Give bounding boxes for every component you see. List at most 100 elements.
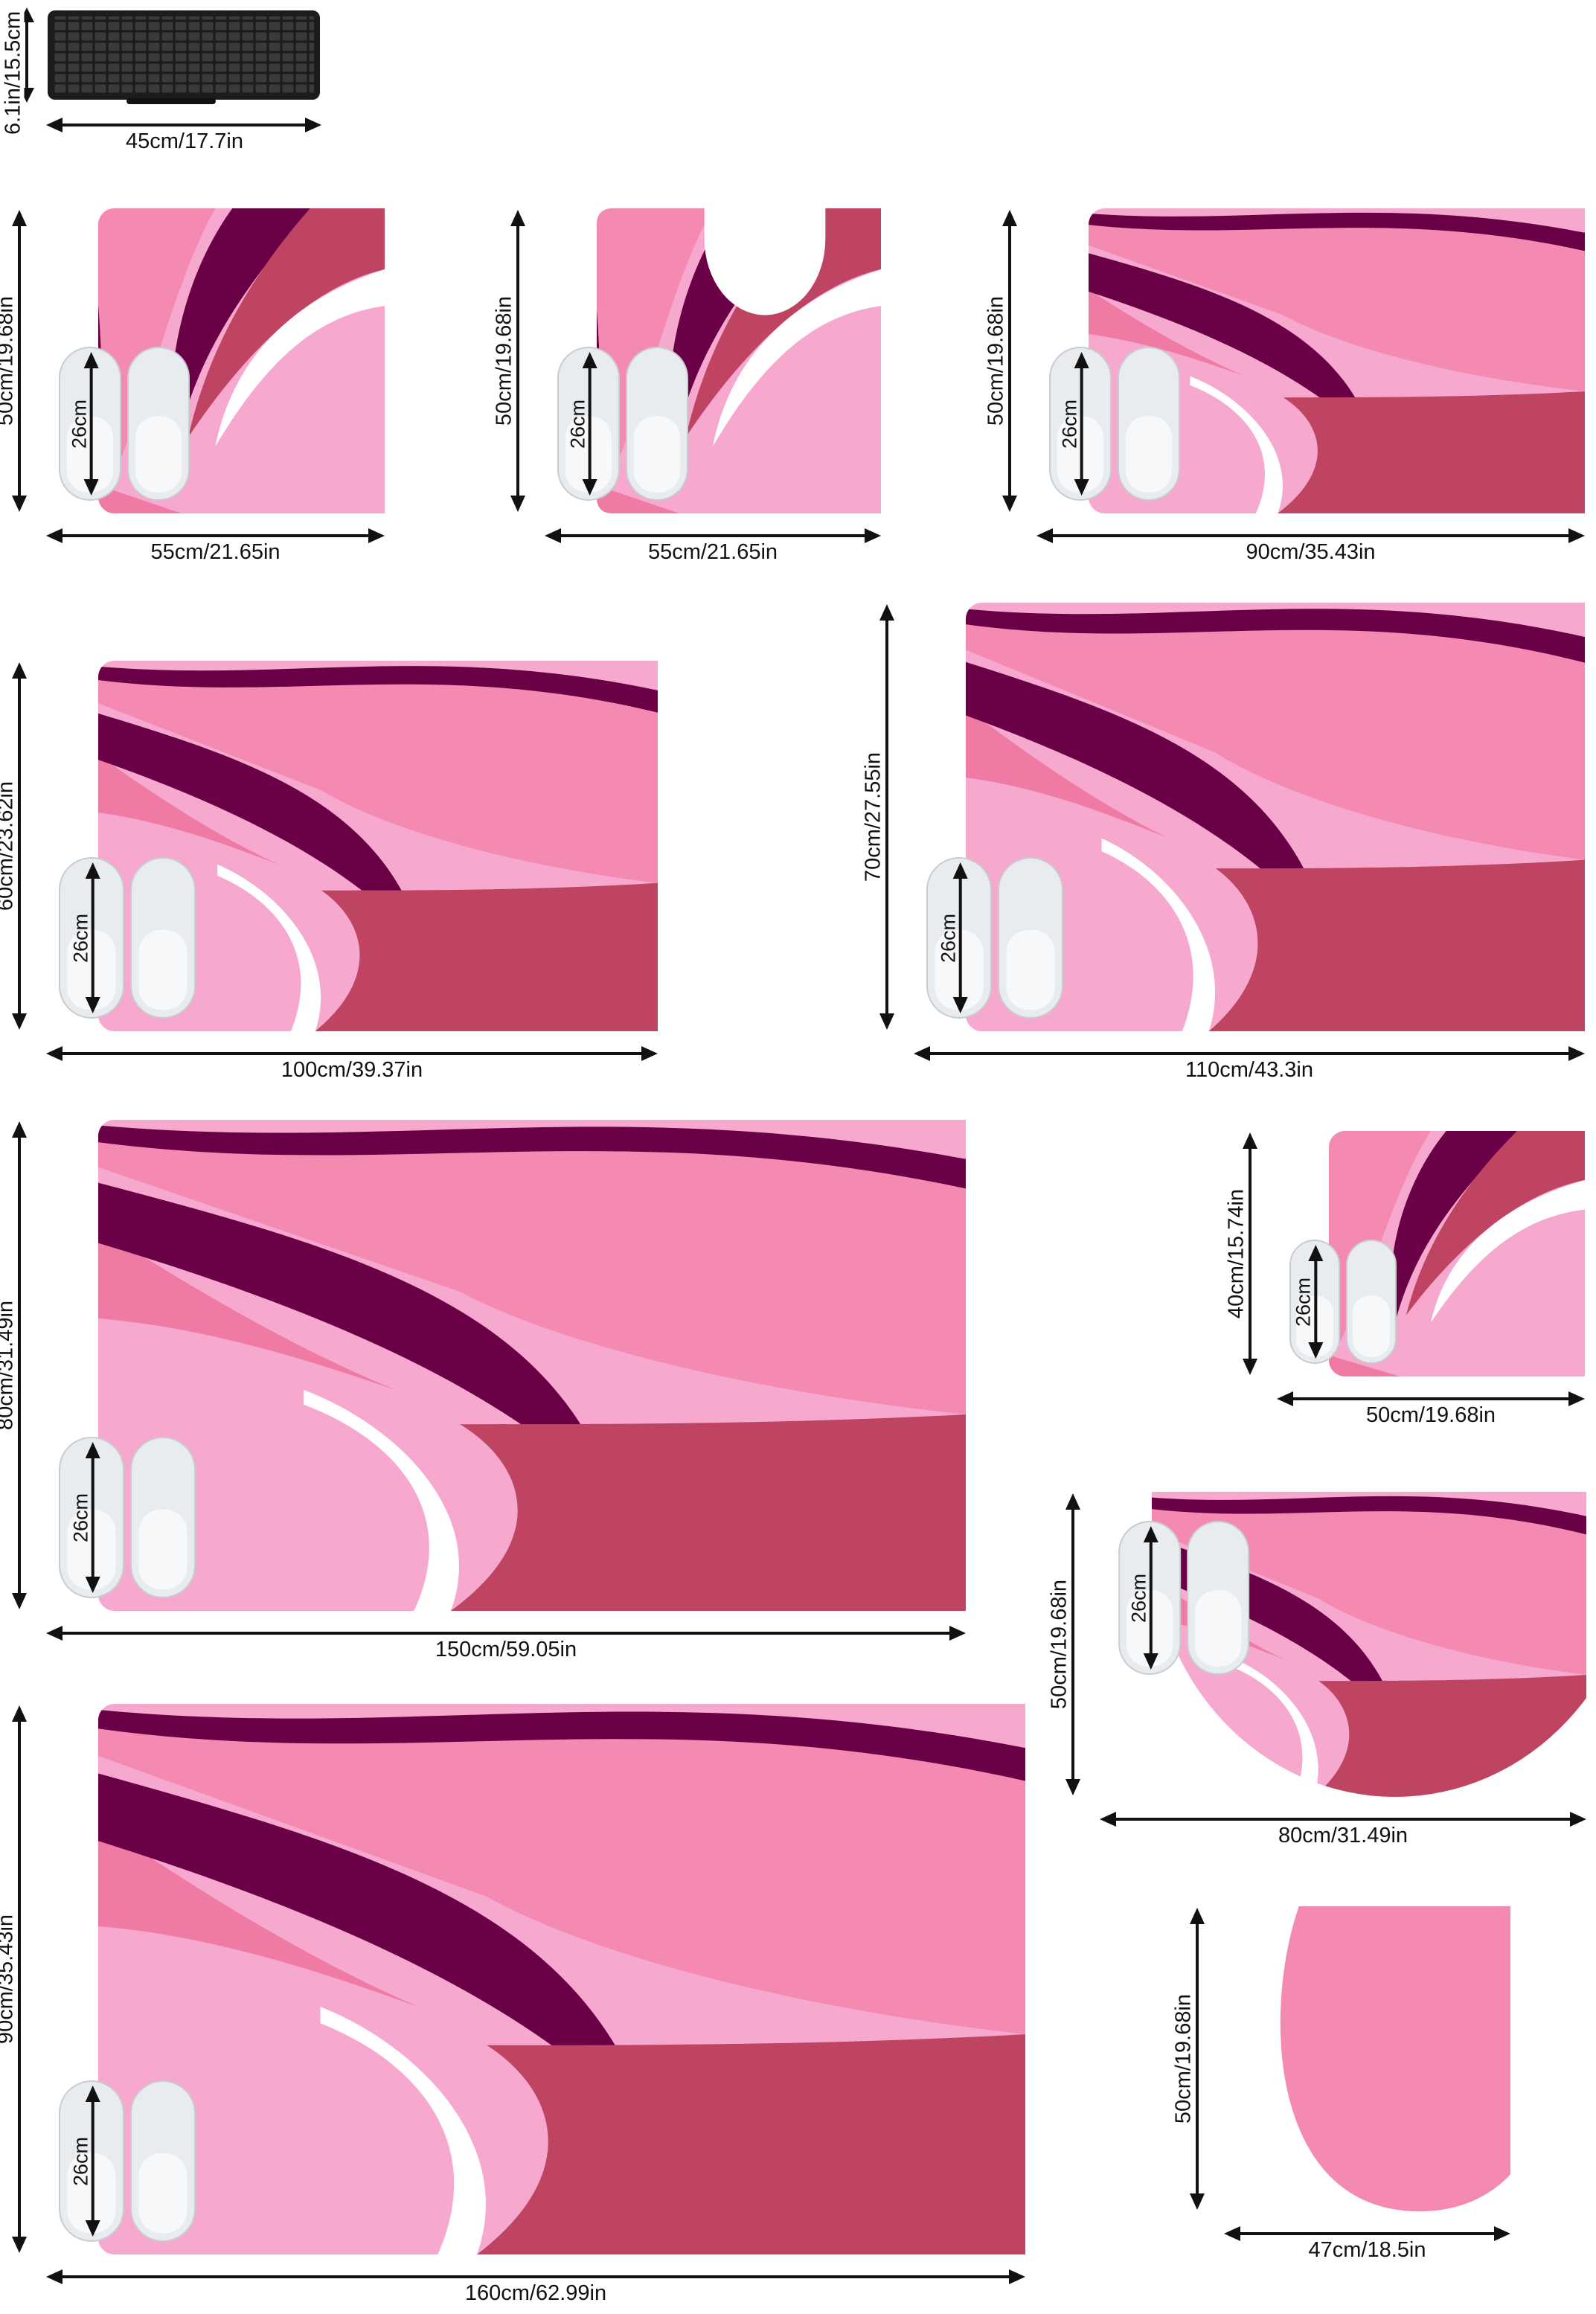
plum-swoosh (171, 208, 310, 452)
right-slipper (626, 347, 688, 501)
width-arrow (545, 528, 881, 543)
height-label: 50cm/19.68in (493, 292, 516, 429)
height-arrow (12, 1705, 27, 2253)
width-label: 50cm/19.68in (1362, 1405, 1499, 1426)
width-arrow (914, 1046, 1585, 1061)
shoe-length-arrow (1143, 1526, 1158, 1670)
right-slipper (1118, 347, 1180, 501)
right-slipper (130, 1437, 196, 1598)
plum-swoosh (1391, 1131, 1517, 1327)
rose-band (188, 208, 385, 438)
width-arrow (1036, 528, 1585, 543)
mat-80x50-half: 26cm 80cm/31.49in 50cm/19.68in (1048, 1492, 1594, 1856)
white-band (1190, 376, 1283, 513)
right-slipper (998, 857, 1063, 1019)
shoe-length-arrow (85, 2086, 100, 2237)
shoe-length-label: 26cm (1292, 1277, 1315, 1327)
shoe-length-arrow (85, 1442, 100, 1593)
height-label: 60cm/23.62in (0, 778, 18, 914)
right-slipper (130, 2080, 196, 2242)
lid-fill (1280, 1906, 1510, 2211)
width-label: 110cm/43.3in (1182, 1060, 1316, 1081)
width-arrow (46, 1626, 966, 1641)
keyboard-reference: 45cm/17.7in 6.1in/15.5cm (0, 0, 342, 156)
mat-55x50: 26cm 55cm/21.65in 50cm/19.68in (0, 208, 392, 573)
mat-100x60-graphic (12, 661, 658, 1061)
height-arrow (510, 210, 525, 512)
mid-band (966, 603, 1585, 860)
mid-band (98, 1120, 966, 1414)
right-slipper (127, 347, 190, 501)
mat-80x50-half-graphic (1065, 1492, 1586, 1827)
mid-band (98, 661, 658, 883)
shoe-length-label: 26cm (69, 1493, 92, 1542)
plum-swoosh (98, 697, 426, 950)
height-arrow (1002, 210, 1017, 512)
keyboard-icon (19, 7, 321, 132)
plum-swoosh (1089, 239, 1377, 446)
mat-55x50-graphic (12, 208, 385, 543)
height-arrow (1065, 1493, 1080, 1795)
slippers-reference (926, 857, 1063, 1019)
shoe-length-arrow (582, 352, 597, 496)
right-slipper (1346, 1240, 1397, 1364)
width-arrow (46, 2269, 1025, 2284)
rose-band (1278, 391, 1585, 513)
height-label: 80cm/31.49in (0, 1297, 18, 1434)
mat-50x40-graphic (1243, 1131, 1585, 1406)
rose-band (315, 882, 658, 1031)
white-band (217, 864, 321, 1031)
white-band (320, 2007, 486, 2254)
plum-swoosh (98, 1169, 617, 1503)
height-arrow (12, 662, 27, 1030)
plum-swoosh (669, 208, 807, 452)
shoe-length-label: 26cm (69, 2136, 92, 2186)
shoe-length-label: 26cm (68, 399, 91, 449)
plum-top-wave (98, 1704, 1025, 1781)
plum-top-wave (98, 1120, 966, 1189)
white-band (713, 269, 881, 446)
height-label: 50cm/19.68in (1172, 1990, 1196, 2127)
width-label: 55cm/21.65in (147, 542, 283, 563)
keyboard-width-label: 45cm/17.7in (123, 131, 246, 153)
width-arrow (1224, 2226, 1510, 2241)
plum-swoosh (98, 1759, 653, 2134)
rose-band (1313, 1675, 1586, 1797)
mat-50x40: 26cm 50cm/19.68in 40cm/15.74in (1225, 1131, 1592, 1436)
rose-band (477, 2034, 1025, 2254)
mid-band (98, 1704, 1025, 2034)
shoe-length-label: 26cm (1058, 399, 1081, 449)
height-label: 50cm/19.68in (984, 292, 1008, 429)
white-band (304, 1390, 460, 1611)
mat-110x70: 26cm 110cm/43.3in 70cm/27.55in (862, 603, 1592, 1091)
mat-150x80-graphic (12, 1120, 966, 1641)
plum-top-wave (966, 603, 1585, 663)
height-label: 50cm/19.68in (0, 292, 18, 429)
shoe-length-label: 26cm (937, 913, 960, 963)
white-band (1101, 838, 1216, 1031)
hot-pink-corner (98, 467, 182, 513)
rose-band (685, 208, 881, 438)
keyboard-height-label: 6.1in/15.5cm (1, 7, 25, 138)
width-arrow (46, 1046, 658, 1061)
height-arrow (879, 604, 894, 1030)
mat-90x50: 26cm 90cm/35.43in 50cm/19.68in (984, 208, 1592, 573)
mat-55x50-u: 26cm 55cm/21.65in 50cm/19.68in (493, 208, 888, 573)
plum-top-wave (1152, 1492, 1586, 1535)
width-label: 150cm/59.05in (432, 1639, 580, 1661)
mat-110x70-graphic (879, 603, 1585, 1061)
width-arrow (1100, 1812, 1586, 1827)
mat-pattern (1280, 1906, 1510, 2211)
lid-47x50-graphic (1190, 1906, 1510, 2241)
width-label: 47cm/18.5in (1305, 2240, 1429, 2261)
height-label: 90cm/35.43in (0, 1911, 18, 2048)
plum-top-wave (98, 661, 658, 713)
height-arrow (12, 210, 27, 512)
lid-47x50: 47cm/18.5in 50cm/19.68in (1172, 1906, 1518, 2271)
shoe-length-arrow (83, 352, 99, 496)
mat-90x50-graphic (1002, 208, 1585, 543)
mat-160x90: 26cm 160cm/62.99in 90cm/35.43in (0, 1704, 1033, 2314)
mat-150x80: 26cm 150cm/59.05in 80cm/31.49in (0, 1120, 973, 1670)
width-label: 90cm/35.43in (1243, 542, 1379, 563)
width-label: 160cm/62.99in (461, 2283, 610, 2304)
